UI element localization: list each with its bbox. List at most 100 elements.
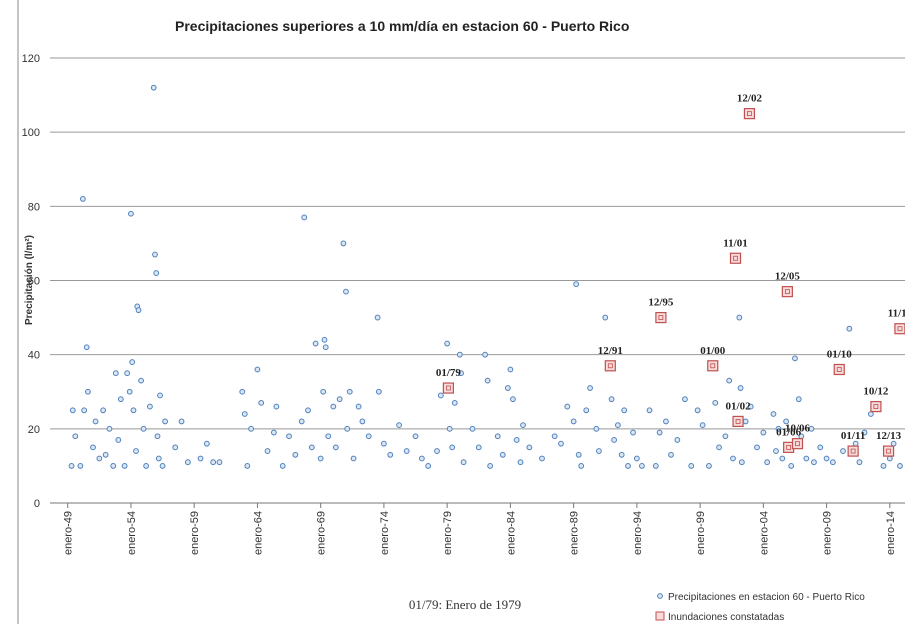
rain-point: [575, 451, 582, 458]
rain-point: [587, 385, 593, 391]
rain-point: [706, 463, 712, 469]
rain-point: [143, 463, 150, 469]
rain-point: [469, 425, 476, 432]
rain-point: [736, 314, 743, 321]
rain-point: [510, 396, 516, 403]
rain-point: [77, 463, 84, 469]
flood-marker: [847, 445, 859, 457]
rain-point: [425, 463, 432, 469]
y-tick-label: 40: [28, 350, 40, 362]
rain-point: [558, 440, 564, 447]
rain-point: [570, 418, 577, 425]
flood-marker-inner: [446, 385, 451, 391]
rain-point: [305, 407, 311, 414]
legend-marker: [655, 611, 665, 621]
rain-point: [241, 411, 248, 417]
rain-point: [846, 325, 853, 332]
flood-marker-inner: [733, 255, 738, 261]
rain-point: [716, 444, 722, 451]
rain-point: [365, 433, 372, 440]
rain-point: [803, 455, 810, 462]
rain-point: [668, 451, 674, 458]
rain-point: [674, 437, 681, 443]
rain-point: [520, 422, 526, 429]
rain-point: [618, 451, 625, 458]
rain-point: [308, 444, 315, 451]
rain-point: [722, 433, 729, 440]
rain-point: [504, 385, 511, 391]
rain-point: [808, 425, 815, 432]
rain-point: [602, 314, 609, 321]
rain-point: [396, 422, 402, 429]
rain-point: [699, 422, 706, 429]
rain-point: [688, 463, 695, 469]
rain-point: [325, 433, 332, 440]
rain-point: [526, 444, 533, 451]
plot-area: 01/79 12/91 12/95 01/00 11/01 01/02 12/02 12/05…: [68, 84, 905, 469]
rain-point: [499, 451, 506, 458]
flood-marker: [604, 360, 616, 372]
rain-point: [456, 351, 463, 358]
flood-marker-inner: [836, 367, 842, 372]
rain-point: [96, 455, 103, 462]
flood-label: 01/00: [700, 345, 726, 357]
flood-marker-inner: [786, 444, 792, 450]
rain-point: [330, 403, 337, 410]
rain-point: [155, 455, 162, 462]
x-tick-label: enero-69: [316, 511, 328, 555]
rain-point: [72, 433, 79, 440]
flood-marker: [882, 445, 895, 457]
flood-marker: [442, 382, 455, 394]
flood-label: 01/06: [776, 426, 802, 438]
flood-marker: [791, 438, 804, 450]
chart-title: Precipitaciones superiores a 10 mm/día e…: [175, 18, 629, 34]
flood-marker: [781, 286, 793, 298]
rain-point: [639, 463, 645, 469]
rain-point: [656, 429, 663, 436]
rain-point: [788, 463, 795, 469]
rain-point: [625, 463, 631, 469]
rain-point: [343, 288, 349, 295]
rain-point: [663, 418, 669, 425]
rain-point: [694, 407, 701, 414]
rain-point: [621, 407, 628, 414]
flood-label: 10/06: [785, 423, 811, 435]
note: 01/79: Enero de 1979: [409, 597, 521, 612]
rain-point: [437, 392, 444, 399]
flood-marker: [894, 323, 905, 335]
rain-point: [652, 463, 659, 469]
rain-point: [197, 455, 204, 462]
rain-point: [68, 463, 75, 469]
rain-point: [298, 418, 305, 425]
flood-marker: [655, 311, 667, 324]
rain-point: [322, 344, 329, 351]
flood-label: 01/79: [436, 367, 462, 379]
rain-point: [157, 392, 163, 399]
rain-point: [126, 388, 133, 395]
y-tick-label: 100: [22, 127, 40, 139]
rain-point: [861, 429, 868, 436]
rain-point: [458, 370, 464, 377]
rain-point: [79, 196, 86, 202]
rain-point: [742, 418, 749, 425]
rain-point: [150, 84, 157, 91]
y-tick-label: 0: [34, 498, 40, 510]
rain-point: [449, 444, 456, 451]
rain-point: [106, 425, 113, 432]
rain-point: [138, 377, 144, 384]
rain-point: [124, 370, 131, 377]
rain-point: [92, 418, 99, 425]
flood-marker-inner: [873, 404, 879, 409]
rain-point: [359, 418, 366, 425]
rain-point: [403, 448, 410, 454]
rain-point: [292, 451, 299, 458]
rain-point: [487, 463, 494, 469]
rain-point: [344, 425, 351, 432]
rain-point: [630, 429, 636, 436]
rain-point: [321, 336, 328, 343]
y-axis-label: Precipitación (l/m²): [24, 235, 35, 325]
flood-label: 11/01: [723, 237, 747, 249]
rain-point: [737, 385, 744, 391]
rain-point: [823, 455, 830, 462]
rain-point: [608, 396, 615, 403]
